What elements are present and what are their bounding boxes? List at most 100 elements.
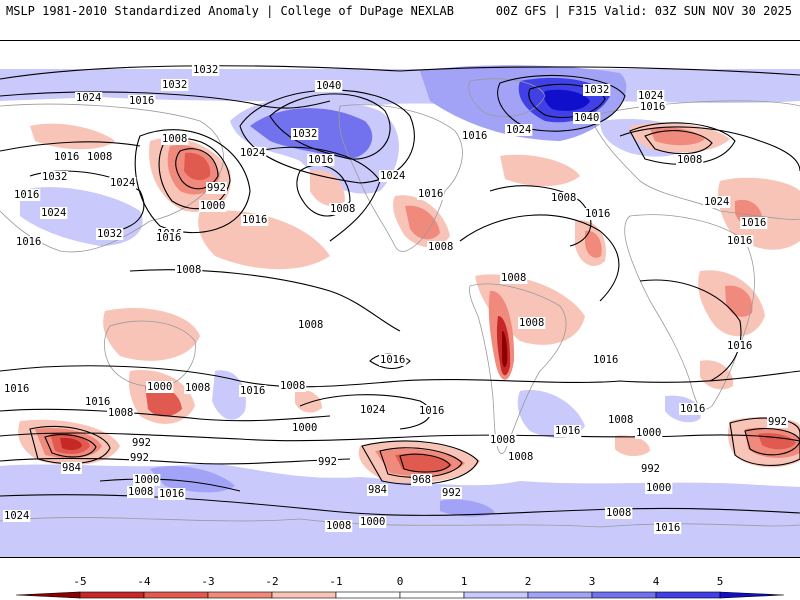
- isobar-1008-europe: [629, 122, 736, 165]
- isobar-1000-antarctic: [99, 478, 241, 492]
- isobar-label: 1016: [655, 522, 680, 534]
- isobar-1016-north: [0, 141, 141, 152]
- isobar-labels: 1032 1032 1040 1024 1016 1032 1040 1024 …: [3, 64, 788, 534]
- colorbar-swatch: [79, 591, 145, 599]
- map-canvas: 1032 1032 1040 1024 1016 1032 1040 1024 …: [0, 64, 800, 557]
- isobar-label: 1008: [606, 507, 631, 519]
- isobar-label-halo: [703, 196, 731, 208]
- colorbar-tick-label: 0: [397, 575, 404, 588]
- isobar-984-spac: [379, 447, 463, 478]
- siberia-neg1: [30, 123, 115, 150]
- colorbar-tick-label: -1: [329, 575, 342, 588]
- isobar-label: 1016: [727, 340, 752, 352]
- isobar-label: 1016: [4, 383, 29, 395]
- isobar-label: 1016: [419, 405, 444, 417]
- isobar-label-halo: [41, 171, 69, 183]
- colorbar-tick-label: -4: [137, 575, 151, 588]
- isobar-label-halo: [427, 241, 455, 253]
- isobar-label-halo: [554, 425, 582, 437]
- isobar-label-halo: [199, 200, 227, 212]
- colorbar-swatch: [719, 591, 785, 599]
- isobar-label-halo: [128, 95, 156, 107]
- isobar-1000-sindian: [729, 417, 800, 466]
- isobar-label: 1024: [76, 92, 101, 104]
- isobar-label: 1008: [185, 382, 210, 394]
- isobar-label: 1016: [159, 488, 184, 500]
- isobar-label: 968: [412, 474, 431, 486]
- isobar-label: 1032: [584, 84, 609, 96]
- antarctica-outline: [0, 517, 800, 528]
- isobar-label-halo: [411, 474, 432, 486]
- isobar-label-halo: [461, 130, 489, 142]
- isobar-label: 1016: [640, 101, 665, 113]
- isobar-label-halo: [329, 203, 357, 215]
- isobar-label: 1016: [16, 236, 41, 248]
- colorbar-swatch: [527, 591, 593, 599]
- isobar-label-halo: [239, 147, 267, 159]
- isobar-label: 1040: [574, 112, 599, 124]
- isobar-label: 1008: [176, 264, 201, 276]
- isobar-label-halo: [635, 427, 663, 439]
- isobar-label: 1016: [129, 95, 154, 107]
- isobar-label-halo: [133, 474, 161, 486]
- isobar-label-halo: [315, 80, 343, 92]
- isobar-label: 1008: [330, 203, 355, 215]
- isobar-label: 1008: [508, 451, 533, 463]
- isobar-label-halo: [161, 79, 189, 91]
- colorbar-swatch: [15, 591, 81, 599]
- isobar-label-halo: [109, 177, 137, 189]
- isobar-label: 1008: [428, 241, 453, 253]
- north-america-outline: [338, 104, 463, 252]
- isobar-label-halo: [131, 437, 152, 449]
- model-run-info: 00Z GFS | F315 Valid: 03Z SUN NOV 30 202…: [495, 4, 792, 18]
- colorbar-tick-label: 5: [717, 575, 724, 588]
- isobar-label: 1032: [42, 171, 67, 183]
- isobar-label-halo: [767, 416, 788, 428]
- isobar-label: 1000: [360, 516, 385, 528]
- isobar-label-halo: [379, 354, 407, 366]
- isobar-label: 1016: [462, 130, 487, 142]
- colorbar-swatch: [655, 591, 721, 599]
- isobar-label: 992: [130, 452, 149, 464]
- isobar-1000-europe: [644, 130, 713, 155]
- isobar-992-wsp: [29, 425, 111, 465]
- antarctic-pos2-b: [440, 499, 495, 517]
- isobar-label-halo: [679, 403, 707, 415]
- colorbar-tick-label: 3: [589, 575, 596, 588]
- isobar-label: 1024: [360, 404, 385, 416]
- colorbar-swatch: [143, 591, 209, 599]
- map-title: MSLP 1981-2010 Standardized Anomaly | Co…: [6, 4, 454, 18]
- isobar-label: 1016: [593, 354, 618, 366]
- isobar-label: 1016: [585, 208, 610, 220]
- isobar-lines: [0, 65, 800, 516]
- isobar-label-halo: [639, 101, 667, 113]
- isobar-label-halo: [654, 522, 682, 534]
- isobar-label: 1000: [134, 474, 159, 486]
- isobar-label: 1032: [193, 64, 218, 76]
- isobar-label-halo: [96, 228, 124, 240]
- isobar-label-halo: [573, 112, 601, 124]
- isobar-label-halo: [379, 170, 407, 182]
- colorbar-swatch: [463, 591, 529, 599]
- isobar-label: 1016: [242, 214, 267, 226]
- isobar-992-south: [0, 457, 351, 465]
- isobar-label-halo: [645, 482, 673, 494]
- isobar-label-halo: [40, 207, 68, 219]
- isobar-label-halo: [291, 128, 319, 140]
- isobar-1032-north: [0, 65, 800, 80]
- west-pacific-neg1: [198, 210, 330, 270]
- north-america-neg2: [405, 205, 440, 240]
- isobar-label: 1008: [677, 154, 702, 166]
- isobar-label: 1024: [4, 510, 29, 522]
- isobar-label: 1016: [555, 425, 580, 437]
- isobar-label: 1008: [128, 486, 153, 498]
- isobar-label: 992: [132, 437, 151, 449]
- north-pacific-low-neg3: [184, 152, 211, 181]
- isobar-label-halo: [500, 272, 528, 284]
- arctic-positive-band: [0, 69, 800, 105]
- isobar-label: 1024: [638, 90, 663, 102]
- isobar-label: 1008: [608, 414, 633, 426]
- europe-asia-outline: [0, 100, 800, 253]
- south-indian-neg3: [145, 385, 182, 417]
- isobar-label-halo: [359, 516, 387, 528]
